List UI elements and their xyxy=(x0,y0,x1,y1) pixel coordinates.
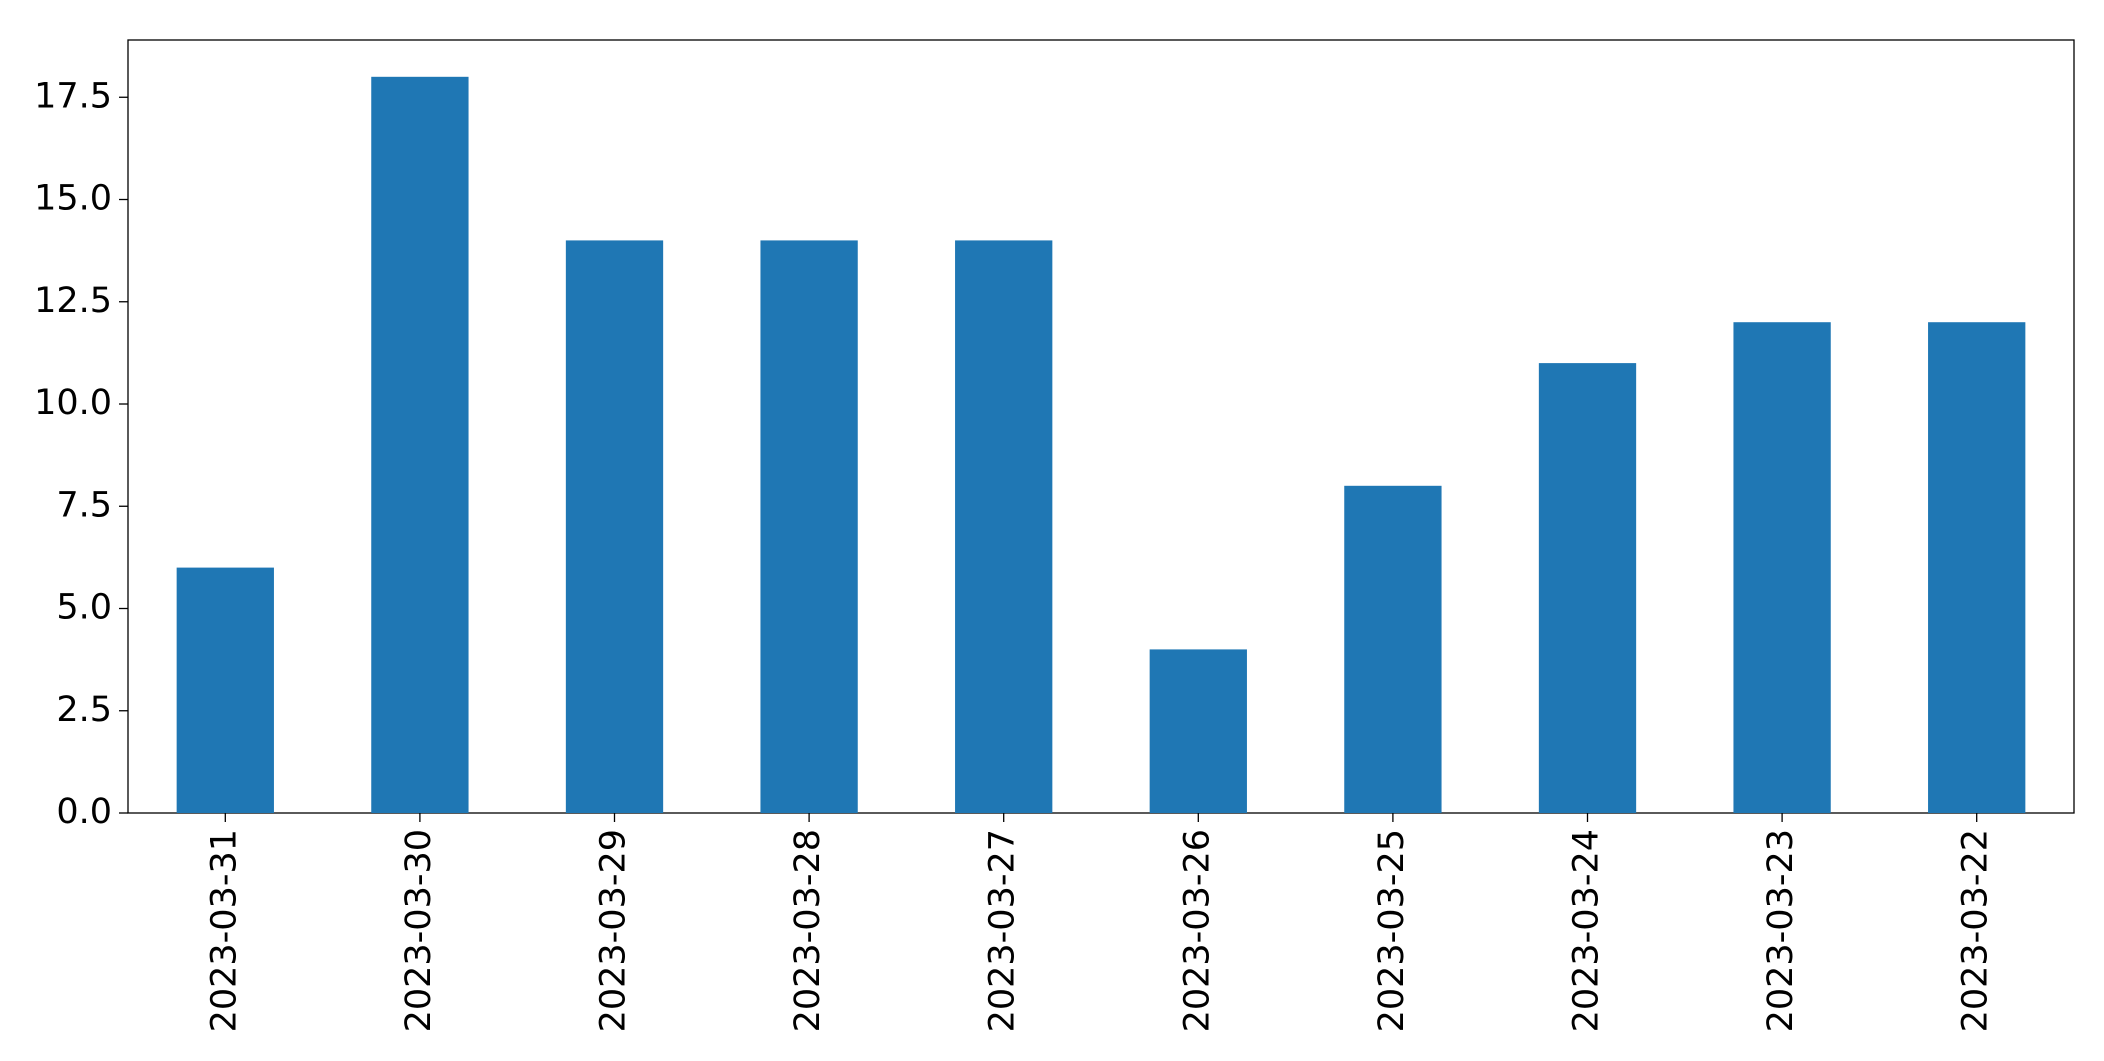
x-tick-label: 2023-03-29 xyxy=(594,829,634,1032)
x-tick-label: 2023-03-27 xyxy=(983,829,1023,1032)
bar xyxy=(1733,322,1831,813)
y-tick-label: 7.5 xyxy=(56,485,112,525)
x-tick-label: 2023-03-23 xyxy=(1761,829,1801,1032)
y-tick-label: 5.0 xyxy=(56,588,112,628)
y-tick-label: 15.0 xyxy=(34,179,112,219)
bar xyxy=(1538,363,1637,813)
y-tick-label: 2.5 xyxy=(56,690,112,730)
y-tick-label: 17.5 xyxy=(34,76,112,116)
bar xyxy=(371,76,469,814)
bar xyxy=(1149,649,1247,813)
x-tick-label: 2023-03-26 xyxy=(1177,829,1217,1032)
bar xyxy=(176,567,274,813)
bar xyxy=(760,240,858,813)
y-tick-label: 10.0 xyxy=(34,383,112,423)
plot-frame xyxy=(127,39,2075,814)
x-tick-label: 2023-03-28 xyxy=(788,829,828,1032)
bar xyxy=(955,240,1053,813)
bar xyxy=(1344,485,1442,813)
x-tick-label: 2023-03-22 xyxy=(1956,829,1996,1032)
x-tick-label: 2023-03-31 xyxy=(204,829,244,1032)
y-tick-label: 0.0 xyxy=(56,792,112,832)
y-tick-label: 12.5 xyxy=(34,281,112,321)
x-tick-label: 2023-03-25 xyxy=(1372,829,1412,1032)
bar xyxy=(565,240,664,813)
bar xyxy=(1928,322,2026,813)
x-tick-label: 2023-03-30 xyxy=(399,829,439,1032)
x-tick-label: 2023-03-24 xyxy=(1567,829,1607,1032)
